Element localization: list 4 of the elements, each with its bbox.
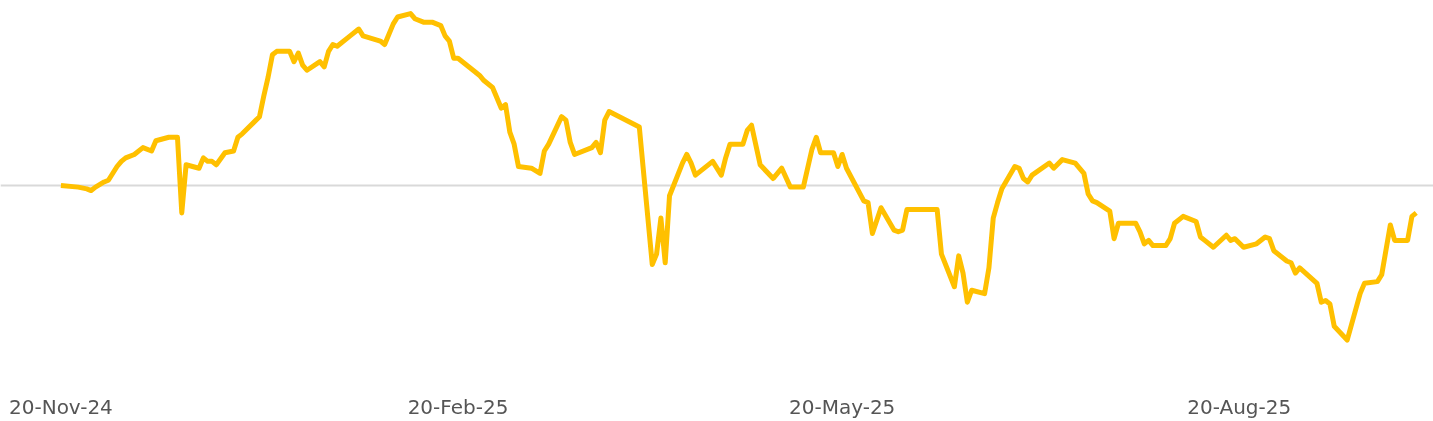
x-tick-label: 20-Aug-25 (1187, 394, 1292, 419)
x-tick-label: 20-Nov-24 (9, 394, 113, 419)
x-tick-label: 20-May-25 (789, 394, 896, 419)
x-tick-label: 20-Feb-25 (407, 394, 509, 419)
